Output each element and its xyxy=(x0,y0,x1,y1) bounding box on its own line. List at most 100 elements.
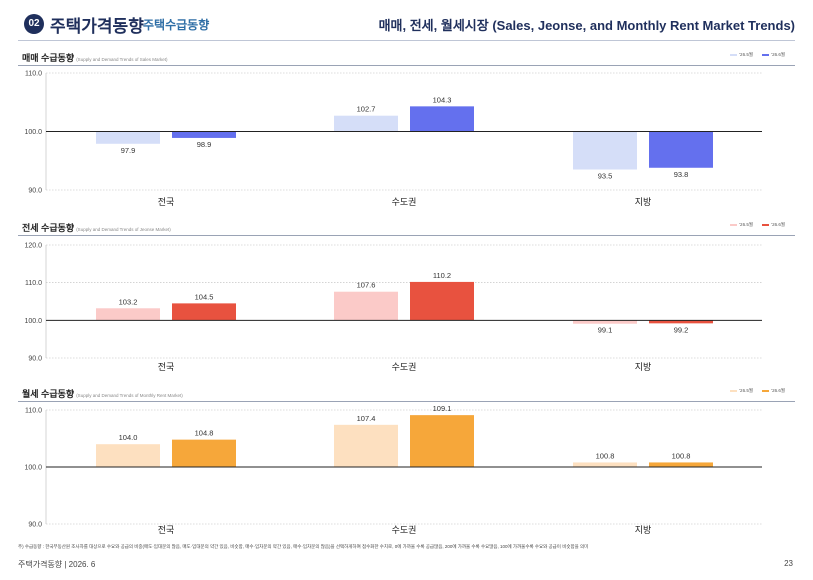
bar xyxy=(96,444,160,467)
y-tick-label: 120.0 xyxy=(24,243,42,250)
legend-item-june: '26.6월 xyxy=(762,222,785,227)
data-label: 99.1 xyxy=(598,326,613,335)
bar xyxy=(410,106,474,132)
category-label: 수도권 xyxy=(392,361,417,372)
section-number-badge: 02 xyxy=(24,14,44,34)
page-title: 주택가격동향 xyxy=(50,17,144,36)
y-tick-label: 100.0 xyxy=(24,129,42,136)
bar xyxy=(649,320,713,324)
jeonse-title-divider xyxy=(18,235,795,236)
bar xyxy=(172,303,236,321)
legend-swatch xyxy=(762,53,770,56)
y-tick-label: 100.0 xyxy=(24,318,42,325)
data-label: 93.8 xyxy=(674,170,689,179)
legend-item-june: '26.6월 xyxy=(762,388,785,393)
page-subtitle: 주택수급동향 xyxy=(143,18,210,32)
bar xyxy=(172,439,236,467)
sales-chart-title: 매매 수급동향 (Supply and Demand Trends of Sale… xyxy=(22,53,168,63)
data-label: 103.2 xyxy=(119,297,138,306)
legend-swatch xyxy=(762,389,770,392)
category-label: 수도권 xyxy=(392,196,417,207)
jeonse-section: 전세 수급동향 (Supply and Demand Trends of Jeon… xyxy=(0,214,813,380)
bar xyxy=(573,131,637,170)
y-tick-label: 90.0 xyxy=(28,356,42,363)
category-label: 수도권 xyxy=(392,524,417,535)
jeonse-chart-title: 전세 수급동향 (Supply and Demand Trends of Jeon… xyxy=(22,223,171,233)
bar xyxy=(334,115,398,132)
category-label: 지방 xyxy=(635,525,652,535)
data-label: 110.2 xyxy=(433,271,451,280)
legend-swatch xyxy=(730,53,738,56)
rent-legend: '26.5월 '26.6월 xyxy=(722,388,785,394)
data-label: 104.5 xyxy=(195,292,214,301)
legend-swatch xyxy=(730,389,738,392)
bar xyxy=(649,131,713,168)
category-label: 전국 xyxy=(158,197,175,207)
data-label: 102.7 xyxy=(357,105,376,114)
legend-item-may: '26.5월 xyxy=(730,222,753,227)
monthly-rent-section: 월세 수급동향 (Supply and Demand Trends of Mont… xyxy=(0,380,813,542)
page-number: 23 xyxy=(784,559,793,568)
category-label: 지방 xyxy=(635,197,652,207)
bar xyxy=(573,462,637,467)
legend-swatch xyxy=(762,223,770,226)
category-label: 지방 xyxy=(635,362,652,372)
jeonse-bar-chart: 90.0 100.0 110.0 120.0 103.2 104.5 전국 107.6 110.… xyxy=(24,243,762,372)
sales-bar-chart: 90.0 100.0 110.0 97.9 98.9 전국 102.7 104.3 수도권 93.… xyxy=(24,71,762,207)
sales-section: 매매 수급동향 (Supply and Demand Trends of Sale… xyxy=(0,44,813,214)
rent-chart-title: 월세 수급동향 (Supply and Demand Trends of Mont… xyxy=(22,389,183,399)
bar xyxy=(573,320,637,324)
jeonse-legend: '26.5월 '26.6월 xyxy=(722,222,785,228)
legend-item-june: '26.6월 xyxy=(762,52,785,57)
data-label: 93.5 xyxy=(598,172,613,181)
category-label: 전국 xyxy=(158,525,175,535)
data-label: 100.8 xyxy=(672,451,691,460)
data-label: 107.4 xyxy=(357,414,376,423)
rent-chart-subtitle: (Supply and Demand Trends of Monthly Ren… xyxy=(76,393,183,398)
footnote: 주) 수급동향 : 한국부동산원 조사자를 대상으로 수요와 공급의 비중(매도… xyxy=(18,544,589,549)
category-label: 전국 xyxy=(158,362,175,372)
y-tick-label: 110.0 xyxy=(25,408,42,415)
y-tick-label: 100.0 xyxy=(24,465,42,472)
bar xyxy=(334,291,398,321)
legend-label: '26.6월 xyxy=(771,52,785,57)
data-label: 97.9 xyxy=(121,146,136,155)
sales-legend: '26.5월 '26.6월 xyxy=(722,52,785,58)
y-tick-label: 110.0 xyxy=(25,71,42,78)
y-tick-label: 110.0 xyxy=(25,280,42,287)
data-label: 104.3 xyxy=(433,95,452,104)
legend-swatch xyxy=(730,223,738,226)
legend-label: '26.5월 xyxy=(739,52,753,57)
data-label: 104.0 xyxy=(119,433,138,442)
rent-title-divider xyxy=(18,401,795,402)
data-label: 100.8 xyxy=(596,451,615,460)
legend-label: '26.6월 xyxy=(771,222,785,227)
bar xyxy=(96,131,160,144)
y-tick-label: 90.0 xyxy=(28,188,42,195)
bar xyxy=(649,462,713,467)
monthly-rent-bar-chart: 90.0 100.0 110.0 104.0 104.8 전국 107.4 109.1 수도권 1… xyxy=(24,404,762,535)
data-label: 104.8 xyxy=(195,429,214,438)
page-header: 02 주택가격동향 주택수급동향 매매, 전세, 월세시장 (Sales, Je… xyxy=(0,0,813,44)
data-label: 107.6 xyxy=(357,281,376,290)
bar xyxy=(172,131,236,138)
bar xyxy=(96,308,160,321)
bar xyxy=(334,424,398,467)
data-label: 109.1 xyxy=(433,404,452,413)
footer-text: 주택가격동향 | 2026. 6 xyxy=(18,560,96,569)
legend-label: '26.5월 xyxy=(739,388,753,393)
legend-label: '26.5월 xyxy=(739,222,753,227)
data-label: 98.9 xyxy=(197,140,212,149)
legend-item-may: '26.5월 xyxy=(730,388,753,393)
data-label: 99.2 xyxy=(674,325,689,334)
bar xyxy=(410,281,474,321)
sales-title-divider xyxy=(18,65,795,66)
jeonse-chart-subtitle: (Supply and Demand Trends of Jeonse Mark… xyxy=(76,227,171,232)
legend-item-may: '26.5월 xyxy=(730,52,753,57)
section-description: 매매, 전세, 월세시장 (Sales, Jeonse, and Monthly… xyxy=(378,18,795,33)
bar xyxy=(410,415,474,467)
header-divider xyxy=(18,40,795,41)
legend-label: '26.6월 xyxy=(771,388,785,393)
y-tick-label: 90.0 xyxy=(28,522,42,529)
sales-chart-subtitle: (Supply and Demand Trends of Sales Marke… xyxy=(76,57,168,62)
